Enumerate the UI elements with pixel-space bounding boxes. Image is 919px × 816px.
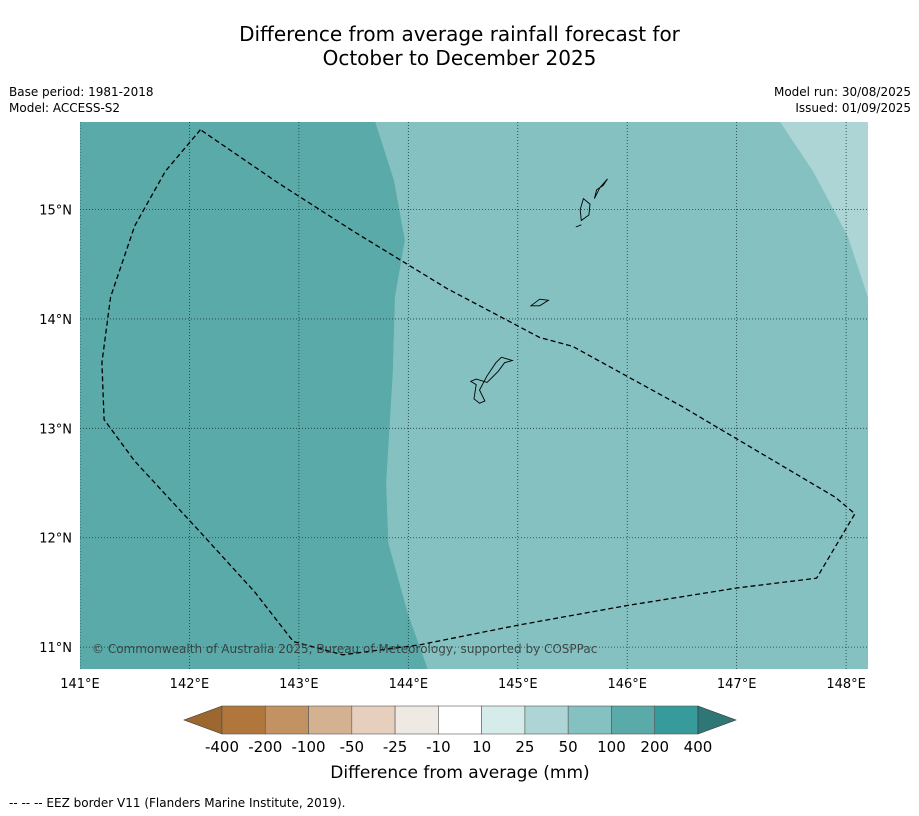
chart-title: Difference from average rainfall forecas… — [0, 22, 919, 70]
meta-left: Base period: 1981-2018 Model: ACCESS-S2 — [9, 84, 154, 116]
copyright-notice: © Commonwealth of Australia 2025, Bureau… — [92, 642, 597, 656]
lat-tick-label: 15°N — [39, 204, 72, 219]
colorbar: -400 -200 -100 -50 -25 -10 10 25 50 100 200 400 Diff… — [183, 705, 737, 783]
lon-tick-label: 142°E — [170, 677, 210, 692]
colorbar-box — [221, 705, 266, 735]
lon-tick-label: 146°E — [607, 677, 647, 692]
model-run: Model run: 30/08/2025 — [773, 85, 911, 99]
colorbar-box — [654, 705, 699, 735]
colorbar-tick-label: -200 — [248, 738, 282, 756]
island-tinian — [579, 197, 591, 222]
colorbar-tick-label: 200 — [640, 738, 669, 756]
rainfall-zones — [80, 122, 868, 669]
colorbar-arrow-high — [697, 705, 737, 735]
colorbar-tick-label: 10 — [472, 738, 491, 756]
eez-footnote: -- -- -- EEZ border V11 (Flanders Marine… — [9, 796, 346, 810]
lat-tick-label: 13°N — [39, 422, 72, 437]
colorbar-tick-label: 25 — [515, 738, 534, 756]
lon-tick-label: 145°E — [498, 677, 538, 692]
eez-border-line — [101, 129, 856, 656]
base-period: Base period: 1981-2018 — [9, 85, 154, 99]
colorbar-title: Difference from average (mm) — [330, 763, 589, 783]
lon-tick-label: 143°E — [279, 677, 319, 692]
colorbar-tick-label: 50 — [559, 738, 578, 756]
island-aguijan — [575, 224, 582, 228]
colorbar-box — [351, 705, 396, 735]
colorbar-arrow-low — [183, 705, 223, 735]
island-saipan — [593, 178, 608, 199]
island-guam — [469, 356, 514, 404]
lon-tick-label: 147°E — [717, 677, 757, 692]
colorbar-tick-label: -50 — [340, 738, 365, 756]
rainfall-zone-1 — [375, 122, 868, 669]
colorbar-box — [524, 705, 569, 735]
eez-border — [101, 129, 856, 656]
colorbar-tick-label: -10 — [426, 738, 451, 756]
meta-right: Model run: 30/08/2025 Issued: 01/09/2025 — [774, 84, 911, 116]
issued-date: Issued: 01/09/2025 — [795, 101, 911, 115]
colorbar-box — [611, 705, 656, 735]
graticule — [80, 122, 868, 669]
rainfall-zone-2 — [780, 122, 868, 298]
colorbar-tick-label: -25 — [383, 738, 408, 756]
colorbar-box — [308, 705, 353, 735]
colorbar-tick-label: 400 — [684, 738, 713, 756]
colorbar-box — [438, 705, 482, 735]
colorbar-tick-label: -400 — [205, 738, 239, 756]
rainfall-zone-0 — [80, 122, 429, 669]
title-line-1: Difference from average rainfall forecas… — [239, 22, 680, 46]
lon-tick-label: 141°E — [60, 677, 100, 692]
lat-tick-label: 12°N — [39, 532, 72, 547]
colorbar-tick-label: 100 — [597, 738, 626, 756]
colorbar-box — [481, 705, 526, 735]
island-rota — [529, 298, 550, 307]
lon-tick-label: 144°E — [389, 677, 429, 692]
lat-tick-label: 14°N — [39, 313, 72, 328]
colorbar-box — [394, 705, 439, 735]
colorbar-tick-label: -100 — [292, 738, 326, 756]
title-line-2: October to December 2025 — [322, 46, 597, 70]
colorbar-box — [567, 705, 612, 735]
axis-labels: 141°E 142°E 143°E 144°E 145°E 146°E 147°E 148°E… — [39, 204, 866, 692]
lat-tick-label: 11°N — [39, 641, 72, 656]
model-name: Model: ACCESS-S2 — [9, 101, 121, 115]
colorbar-box — [264, 705, 309, 735]
islands — [469, 178, 608, 404]
lon-tick-label: 148°E — [826, 677, 866, 692]
